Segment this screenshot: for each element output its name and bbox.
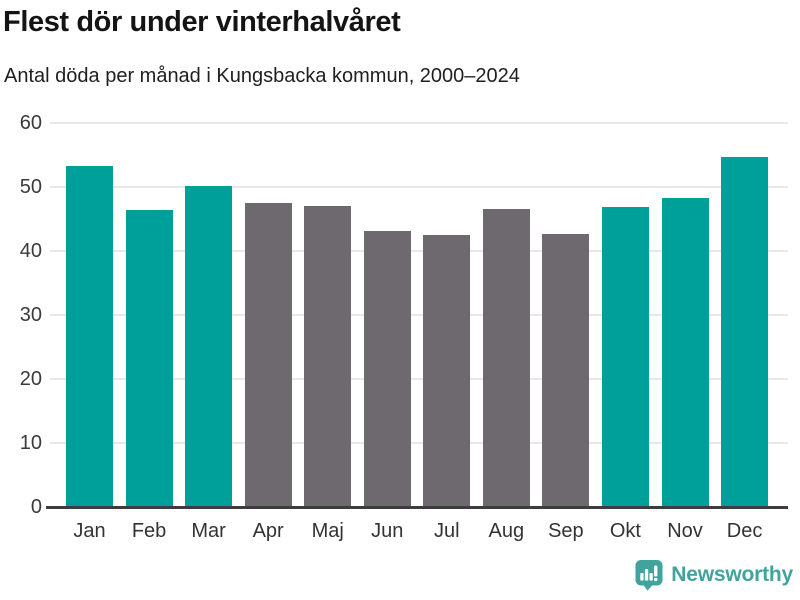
bar-jul xyxy=(423,235,471,506)
x-axis-label-sep: Sep xyxy=(548,520,584,542)
x-axis-label-jun: Jun xyxy=(371,520,404,542)
bar-dec xyxy=(721,157,769,506)
brand-name: Newsworthy xyxy=(671,563,793,586)
bar-sep xyxy=(542,234,590,506)
bar-feb xyxy=(125,210,173,506)
x-axis-line xyxy=(46,506,788,509)
bar-jun xyxy=(363,231,411,506)
gridline-30 xyxy=(50,314,788,316)
x-axis-label-feb: Feb xyxy=(131,520,167,542)
brand-footer: Newsworthy xyxy=(634,559,793,591)
bar-apr xyxy=(244,203,292,506)
y-axis-tick-label: 0 xyxy=(30,496,42,518)
bar-nov xyxy=(661,198,709,506)
y-axis-tick-label: 40 xyxy=(19,240,42,262)
chart-title: Flest dör under vinterhalvåret xyxy=(3,6,401,38)
bar-mar xyxy=(185,186,233,506)
gridline-50 xyxy=(50,186,788,188)
x-axis-label-dec: Dec xyxy=(726,520,763,542)
x-axis-label-jan: Jan xyxy=(73,520,106,542)
x-axis-label-mar: Mar xyxy=(191,520,226,542)
chart-subtitle: Antal döda per månad i Kungsbacka kommun… xyxy=(4,65,520,87)
bar-aug xyxy=(482,209,530,506)
x-axis-label-apr: Apr xyxy=(252,520,284,542)
x-axis-label-jul: Jul xyxy=(434,520,460,542)
newsworthy-logo-icon xyxy=(635,560,663,591)
y-axis-tick-label: 30 xyxy=(19,304,42,326)
x-axis-label-maj: Maj xyxy=(311,520,344,542)
x-axis-label-nov: Nov xyxy=(667,520,703,542)
gridline-10 xyxy=(50,442,788,444)
gridline-40 xyxy=(50,250,788,252)
y-axis-tick-label: 20 xyxy=(19,368,42,390)
bar-jan xyxy=(66,166,113,506)
gridline-60 xyxy=(50,122,788,124)
bar-okt xyxy=(601,207,649,506)
x-axis-label-aug: Aug xyxy=(488,520,525,542)
y-axis-tick-label: 50 xyxy=(19,176,42,198)
y-axis-tick-label: 60 xyxy=(19,112,42,134)
x-axis-label-okt: Okt xyxy=(609,520,641,542)
bar-chart: 0 10 20 30 40 50 60 Jan Feb Mar Apr Maj Jun Jul Aug Sep… xyxy=(0,110,800,560)
gridline-20 xyxy=(50,378,788,380)
y-axis-tick-label: 10 xyxy=(19,432,42,454)
bar-maj xyxy=(304,206,352,506)
